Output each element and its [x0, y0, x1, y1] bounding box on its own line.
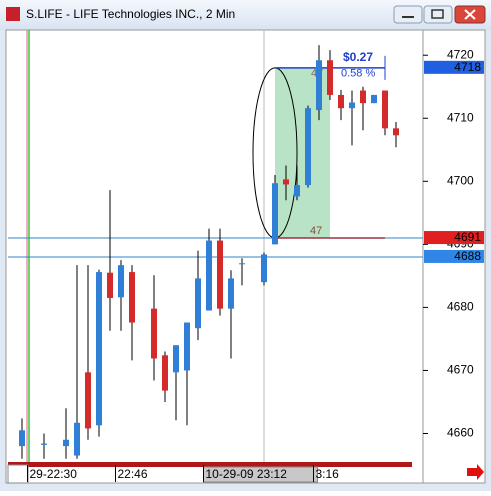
y-tick-label: 4670 — [447, 363, 474, 377]
annotation: 0.58 % — [341, 68, 375, 80]
y-tick-label: 4680 — [447, 300, 474, 314]
candle-body — [63, 439, 69, 447]
maximize-icon — [431, 9, 444, 19]
candle-body — [393, 128, 399, 136]
candle-body — [228, 278, 234, 309]
candle-body — [206, 240, 212, 311]
candle-body — [184, 322, 190, 371]
price-label-box — [424, 231, 484, 245]
candle-body — [162, 355, 168, 391]
candle-body — [294, 185, 300, 197]
candle-body — [283, 179, 289, 185]
candle-body — [74, 422, 80, 456]
x-tick-label: 29-22:30 — [30, 467, 78, 481]
candle-body — [217, 240, 223, 309]
y-tick-label: 4700 — [447, 173, 474, 187]
scroll-box[interactable] — [7, 464, 29, 484]
x-tick-label: 3:16 — [316, 467, 340, 481]
app-icon[interactable] — [6, 7, 20, 21]
candle-body — [261, 254, 267, 283]
candle-body — [382, 90, 388, 129]
candle-body — [96, 272, 102, 426]
minimize-button[interactable] — [393, 5, 423, 24]
y-tick-label: 4710 — [447, 110, 474, 124]
candle-body — [327, 60, 333, 95]
y-tick-label: 4660 — [447, 426, 474, 440]
window-buttons — [393, 5, 486, 24]
window-title: S.LIFE - LIFE Technologies INC., 2 Min — [26, 7, 235, 21]
close-icon — [464, 9, 476, 20]
candle-body — [85, 372, 91, 429]
price-label: 4688 — [454, 249, 481, 263]
candle-body — [316, 60, 322, 111]
y-tick-label: 4720 — [447, 47, 474, 61]
price-label-box — [424, 60, 484, 74]
candle-body — [129, 272, 135, 323]
time-bar — [8, 462, 412, 467]
candle-body — [239, 263, 245, 265]
price-label: 4718 — [454, 60, 481, 74]
x-tick-label: 22:46 — [118, 467, 148, 481]
candle-body — [371, 94, 377, 104]
candle-body — [338, 94, 344, 109]
candle-body — [19, 430, 25, 447]
candle-body — [272, 183, 278, 245]
scroll-arrow[interactable] — [467, 464, 484, 480]
candle-body — [173, 345, 179, 373]
candle-body — [360, 90, 366, 104]
candle-body — [151, 308, 157, 359]
candle-body — [305, 108, 311, 186]
annotation: $0.27 — [343, 50, 373, 64]
candle-body — [349, 102, 355, 109]
candle-body — [118, 265, 124, 298]
x-tick-label: 10-29-09 23:12 — [206, 467, 288, 481]
price-label-box — [424, 249, 484, 263]
candle-body — [41, 443, 47, 445]
candle-body — [107, 272, 113, 298]
plot: 466046704680469047004710472029-22:3022:4… — [8, 45, 484, 483]
maximize-button[interactable] — [423, 5, 453, 24]
annotation: 47 — [310, 225, 322, 237]
candle-body — [195, 278, 201, 329]
price-label: 4691 — [454, 230, 481, 244]
